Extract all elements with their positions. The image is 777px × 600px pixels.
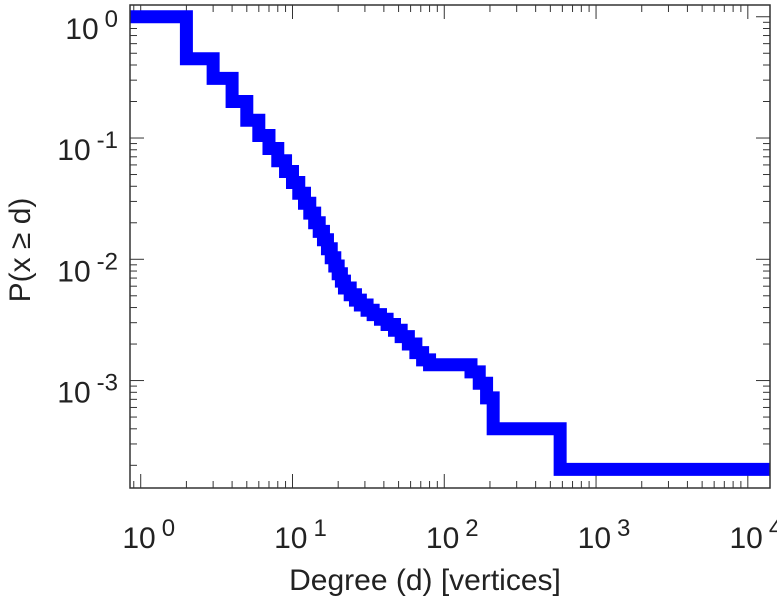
x-tick-label-exponent: 2: [465, 515, 478, 542]
y-tick-label: 10 -3: [57, 370, 118, 410]
x-tick-label-base: 10: [274, 522, 307, 555]
y-tick-label-base: 10: [65, 13, 98, 46]
x-tick-label: 10 1: [274, 515, 327, 555]
x-tick-label-exponent: 4: [769, 515, 777, 542]
x-tick-label: 10 2: [426, 515, 479, 555]
y-tick-label-base: 10: [57, 377, 90, 410]
x-tick-label-base: 10: [426, 522, 459, 555]
x-tick-label: 10 0: [122, 515, 175, 555]
y-tick-label: 10 0: [65, 6, 118, 46]
y-tick-labels: 10 0 10 -1 10 -2 10 -3: [57, 6, 118, 410]
y-tick-label-base: 10: [57, 255, 90, 288]
y-tick-label-exponent: -1: [97, 127, 118, 154]
y-tick-label: 10 -2: [57, 248, 118, 288]
series-line: [130, 10, 770, 476]
x-tick-labels: 10 0 10 1 10 2 10 3 10 4: [122, 515, 777, 555]
axis-ticks: [130, 5, 770, 488]
x-tick-label: 10 4: [729, 515, 777, 555]
x-tick-label-exponent: 0: [162, 515, 175, 542]
x-tick-label-exponent: 1: [313, 515, 326, 542]
y-tick-label-exponent: -3: [97, 370, 118, 397]
x-tick-label-base: 10: [122, 522, 155, 555]
x-tick-label-base: 10: [729, 522, 762, 555]
y-axis-label: P(x ≥ d): [4, 198, 37, 303]
y-tick-label-exponent: -2: [97, 248, 118, 275]
x-axis-label: Degree (d) [vertices]: [289, 564, 561, 597]
x-tick-label-exponent: 3: [617, 515, 630, 542]
x-tick-label-base: 10: [578, 522, 611, 555]
x-tick-label: 10 3: [578, 515, 631, 555]
y-tick-label-base: 10: [57, 134, 90, 167]
plot-frame: [129, 4, 771, 489]
y-tick-label: 10 -1: [57, 127, 118, 167]
y-tick-label-exponent: 0: [105, 6, 118, 33]
